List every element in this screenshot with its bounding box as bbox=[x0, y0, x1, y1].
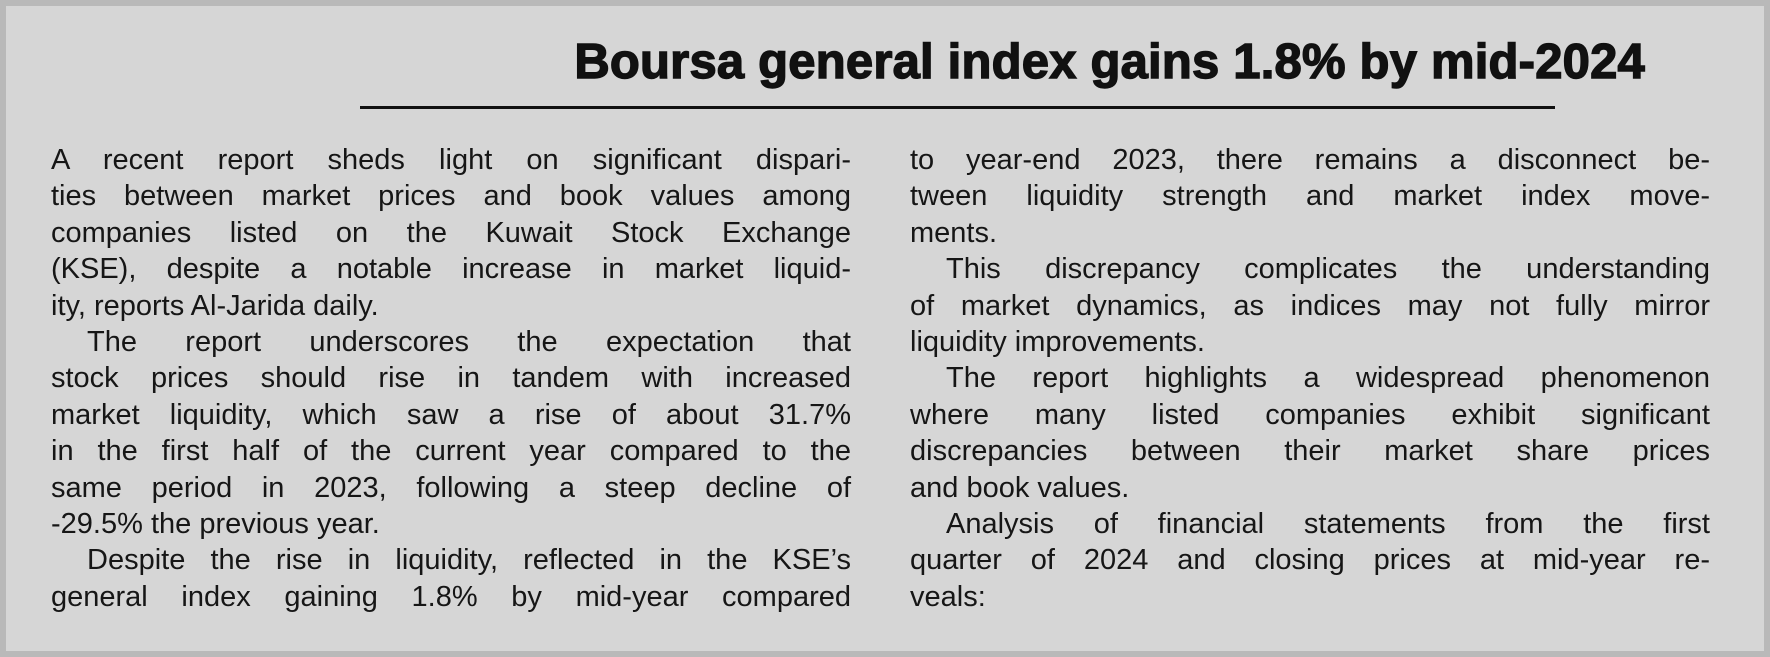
paragraph: The report highlights a widespread pheno… bbox=[910, 360, 1710, 506]
text-line: liquidity improvements. bbox=[910, 326, 1205, 359]
text-line: and book values. bbox=[910, 471, 1130, 504]
text-line: The report highlights a widespread pheno… bbox=[946, 362, 1710, 395]
text-line: in the first half of the current year co… bbox=[51, 435, 851, 468]
text-line: to year-end 2023, there remains a discon… bbox=[910, 144, 1710, 176]
paragraph: This discrepancy complicates the underst… bbox=[910, 251, 1710, 360]
text-line: -29.5% the previous year. bbox=[51, 508, 380, 541]
text-line: of market dynamics, as indices may not f… bbox=[910, 289, 1710, 322]
text-line: veals: bbox=[910, 580, 986, 613]
text-column: to year-end 2023, there remains a discon… bbox=[910, 142, 1710, 615]
text-line: where many listed companies exhibit sign… bbox=[910, 398, 1710, 431]
text-line: market liquidity, which saw a rise of ab… bbox=[51, 398, 851, 431]
paragraph: A recent report sheds light on significa… bbox=[51, 142, 851, 324]
text-column: A recent report sheds light on significa… bbox=[51, 142, 851, 615]
text-line: companies listed on the Kuwait Stock Exc… bbox=[51, 216, 851, 249]
paragraph: to year-end 2023, there remains a discon… bbox=[910, 142, 1710, 251]
article: Boursa general index gains 1.8% by mid-2… bbox=[6, 6, 1764, 651]
text-line: ity, reports Al-Jarida daily. bbox=[51, 289, 379, 322]
text-line: quarter of 2024 and closing prices at mi… bbox=[910, 544, 1710, 577]
headline-rule bbox=[360, 106, 1555, 109]
text-line: ties between market prices and book valu… bbox=[51, 180, 851, 213]
text-line: This discrepancy complicates the underst… bbox=[946, 253, 1710, 286]
text-line: The report underscores the expectation t… bbox=[87, 326, 851, 359]
text-line: (KSE), despite a notable increase in mar… bbox=[51, 253, 851, 286]
text-line: ments. bbox=[910, 216, 998, 249]
paragraph: The report underscores the expectation t… bbox=[51, 324, 851, 542]
paragraph: Analysis of financial statements from th… bbox=[910, 506, 1710, 615]
text-line: A recent report sheds light on significa… bbox=[51, 144, 851, 176]
headline: Boursa general index gains 1.8% by mid-2… bbox=[574, 34, 1646, 89]
text-line: same period in 2023, following a steep d… bbox=[51, 471, 851, 504]
text-line: discrepancies between their market share… bbox=[910, 435, 1710, 468]
text-line: general index gaining 1.8% by mid-year c… bbox=[51, 580, 851, 613]
text-line: Analysis of financial statements from th… bbox=[946, 508, 1710, 541]
paragraph: Despite the rise in liquidity, reflected… bbox=[51, 542, 851, 615]
text-line: tween liquidity strength and market inde… bbox=[910, 180, 1710, 213]
text-line: stock prices should rise in tandem with … bbox=[51, 362, 851, 395]
text-line: Despite the rise in liquidity, reflected… bbox=[87, 544, 851, 577]
